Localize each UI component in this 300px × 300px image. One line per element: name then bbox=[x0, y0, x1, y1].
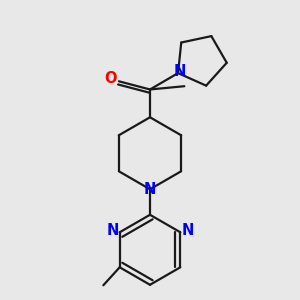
Text: N: N bbox=[173, 64, 186, 79]
Text: N: N bbox=[106, 223, 119, 238]
Text: N: N bbox=[144, 182, 156, 197]
Text: O: O bbox=[104, 71, 117, 86]
Text: N: N bbox=[181, 223, 194, 238]
